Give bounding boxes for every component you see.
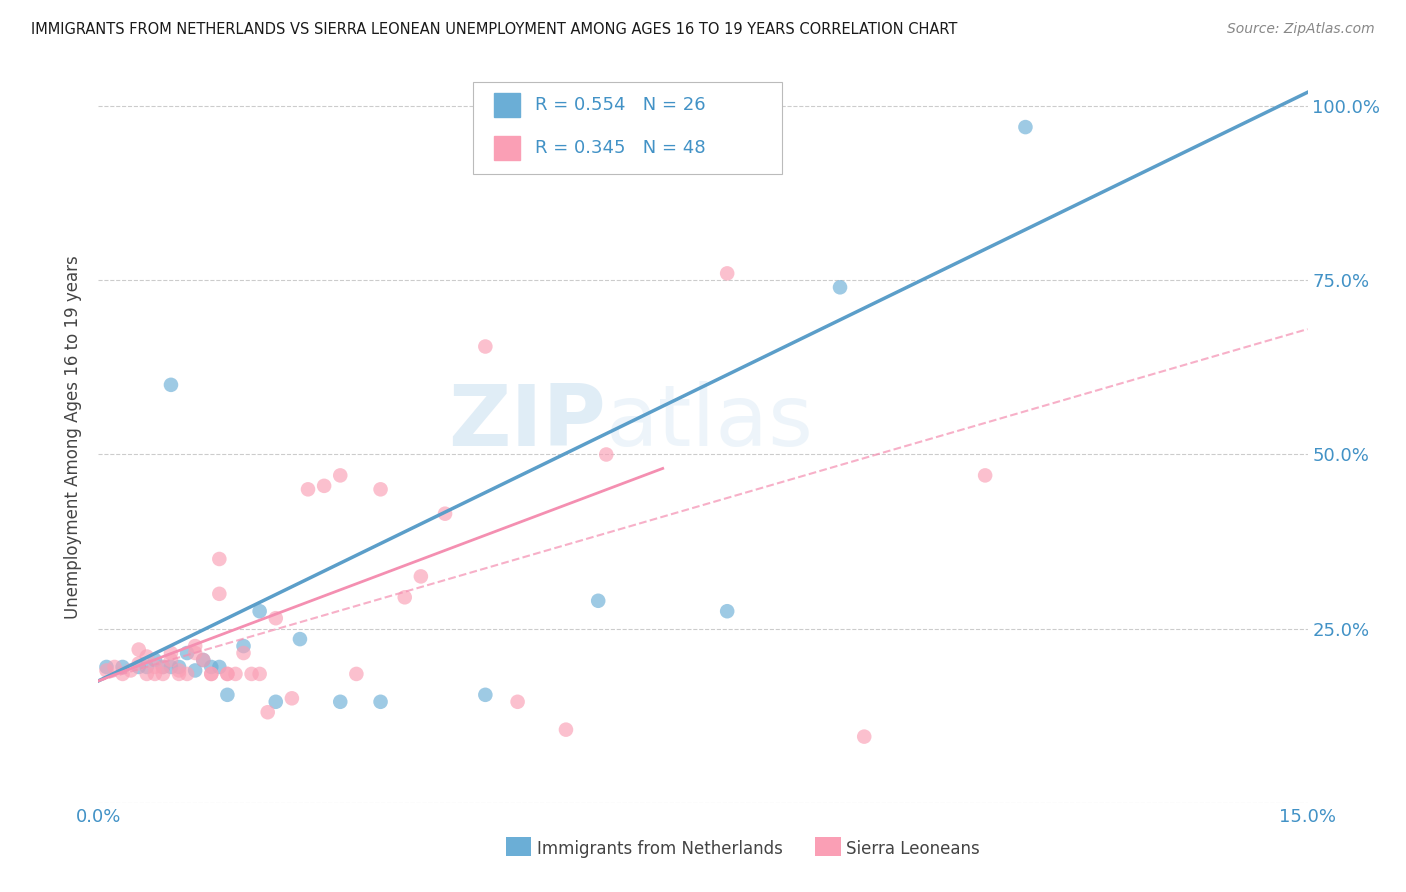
Point (281, 691, 304, 706)
Point (160, 660, 183, 674)
Point (96, 660, 118, 674)
Point (586, 594, 609, 608)
Point (193, 653, 215, 667)
Point (232, 639, 254, 653)
Point (167, 667, 190, 681)
Point (103, 660, 125, 674)
Point (474, 339, 496, 353)
Point (217, 667, 239, 681)
Point (184, 664, 207, 678)
Text: ZIP: ZIP (449, 381, 606, 464)
Point (200, 660, 222, 674)
Point (217, 688, 239, 702)
FancyBboxPatch shape (474, 82, 782, 174)
Point (152, 660, 174, 674)
Point (370, 695, 392, 709)
Point (249, 667, 271, 681)
Point (314, 479, 336, 493)
Text: Source: ZipAtlas.com: Source: ZipAtlas.com (1227, 22, 1375, 37)
Point (828, 280, 851, 294)
Point (111, 660, 134, 674)
Point (249, 604, 271, 618)
Point (176, 667, 198, 681)
Point (264, 611, 287, 625)
Point (224, 667, 246, 681)
Point (176, 646, 198, 660)
Point (344, 667, 367, 681)
Point (135, 649, 157, 664)
Point (160, 653, 183, 667)
Text: Immigrants from Netherlands: Immigrants from Netherlands (537, 840, 783, 858)
Point (208, 552, 231, 566)
Point (288, 632, 311, 646)
Point (434, 507, 457, 521)
Point (264, 695, 287, 709)
Point (143, 653, 166, 667)
Point (409, 569, 432, 583)
Point (716, 604, 738, 618)
Point (135, 660, 157, 674)
Point (974, 468, 997, 483)
Point (370, 483, 392, 497)
Text: IMMIGRANTS FROM NETHERLANDS VS SIERRA LEONEAN UNEMPLOYMENT AMONG AGES 16 TO 19 Y: IMMIGRANTS FROM NETHERLANDS VS SIERRA LE… (31, 22, 957, 37)
Point (128, 657, 150, 671)
Point (184, 639, 207, 653)
Point (217, 667, 239, 681)
Point (167, 660, 190, 674)
Y-axis label: Unemployment Among Ages 16 to 19 years: Unemployment Among Ages 16 to 19 years (65, 255, 83, 619)
Point (128, 642, 150, 657)
Point (716, 266, 738, 280)
Text: atlas: atlas (606, 381, 814, 464)
Bar (494, 136, 520, 160)
Point (555, 723, 578, 737)
Point (1014, 120, 1036, 134)
Point (256, 705, 278, 719)
Point (474, 688, 496, 702)
Point (184, 646, 207, 660)
Bar (494, 94, 520, 117)
Point (160, 377, 183, 392)
Point (297, 483, 319, 497)
Point (329, 468, 352, 483)
Point (152, 660, 174, 674)
Point (167, 664, 190, 678)
Point (208, 587, 231, 601)
Point (208, 660, 231, 674)
Point (193, 653, 215, 667)
Point (394, 591, 416, 605)
Point (200, 667, 222, 681)
Point (128, 660, 150, 674)
Point (506, 695, 529, 709)
Text: R = 0.345   N = 48: R = 0.345 N = 48 (534, 139, 706, 157)
Text: Sierra Leoneans: Sierra Leoneans (846, 840, 980, 858)
Point (160, 646, 183, 660)
Point (143, 667, 166, 681)
Point (120, 664, 142, 678)
Point (152, 667, 174, 681)
Point (200, 667, 222, 681)
Point (595, 448, 617, 462)
Point (135, 667, 157, 681)
Point (143, 660, 166, 674)
Text: R = 0.554   N = 26: R = 0.554 N = 26 (534, 96, 706, 114)
Point (329, 695, 352, 709)
Point (96, 664, 118, 678)
Point (853, 730, 876, 744)
Point (232, 646, 254, 660)
Point (240, 667, 263, 681)
Point (111, 667, 134, 681)
